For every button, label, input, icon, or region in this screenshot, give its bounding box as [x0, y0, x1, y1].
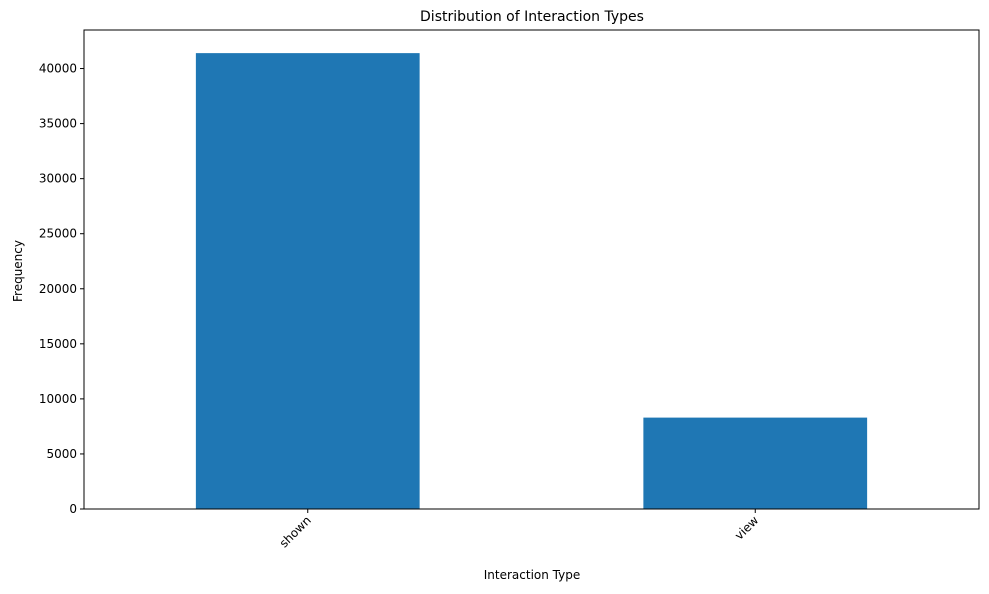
- y-tick-label-40000: 40000: [39, 62, 77, 76]
- plot-area: shown view 0 5000 10000 15000 20000 25000 30000 3…: [39, 29, 980, 550]
- bar-view: [643, 417, 868, 509]
- x-tick-label-view: view: [732, 513, 762, 543]
- x-tick-label-shown: shown: [277, 513, 314, 550]
- y-tick-label-5000: 5000: [46, 447, 77, 461]
- y-tick-label-30000: 30000: [39, 172, 77, 186]
- y-tick-label-25000: 25000: [39, 227, 77, 241]
- y-tick-label-0: 0: [69, 502, 77, 516]
- y-axis-label: Frequency: [11, 240, 25, 302]
- y-tick-label-10000: 10000: [39, 392, 77, 406]
- y-tick-label-35000: 35000: [39, 117, 77, 131]
- y-tick-label-20000: 20000: [39, 282, 77, 296]
- x-axis-label: Interaction Type: [484, 568, 580, 582]
- chart-title: Distribution of Interaction Types: [420, 9, 644, 25]
- bar-shown: [195, 53, 420, 509]
- y-tick-label-15000: 15000: [39, 337, 77, 351]
- axes-frame: [83, 29, 980, 510]
